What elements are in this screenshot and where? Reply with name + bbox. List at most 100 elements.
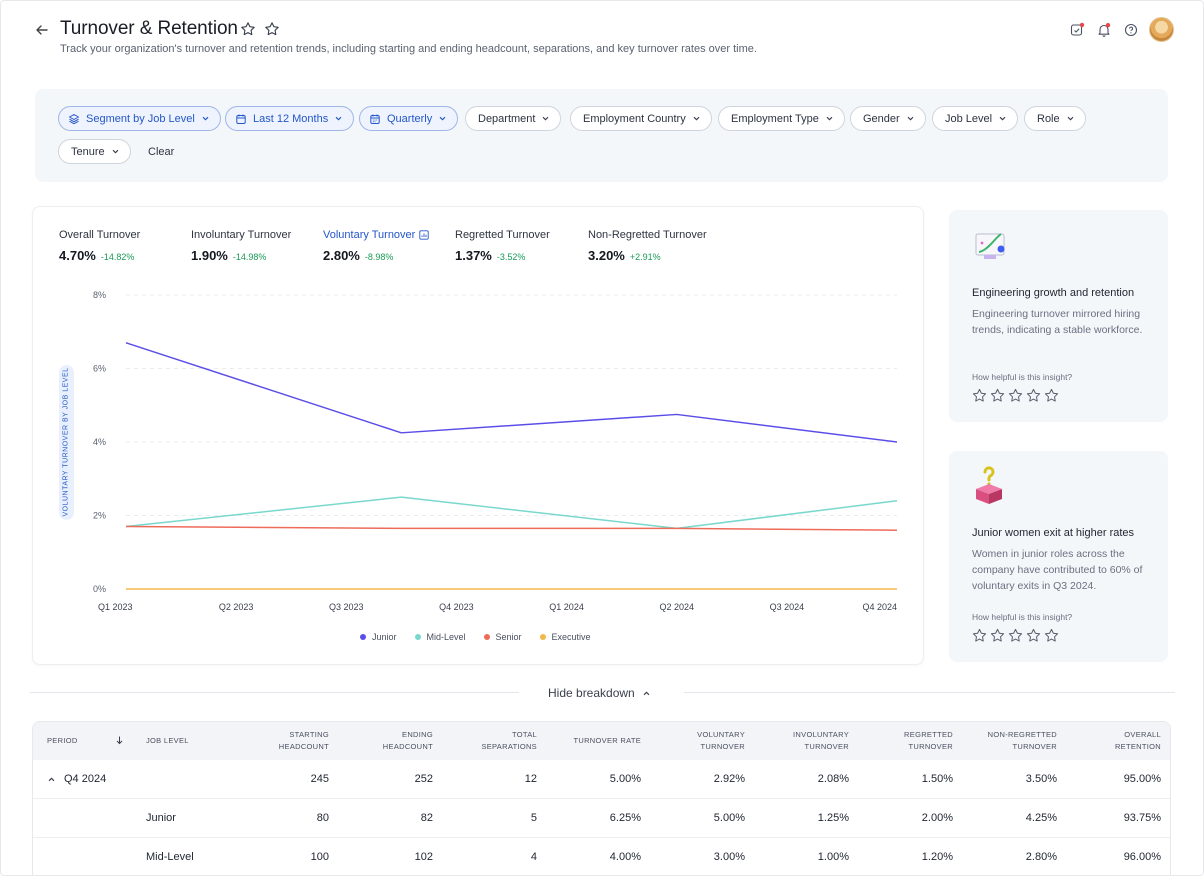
col-header-turnover-rate[interactable]: TURNOVER RATE — [573, 736, 641, 745]
metric-involuntary-turnover[interactable]: Involuntary Turnover 1.90% -14.98% — [191, 229, 291, 263]
metric-non-regretted-turnover[interactable]: Non-Regretted Turnover 3.20% +2.91% — [588, 229, 707, 263]
legend-item-mid-level[interactable]: Mid-Level — [414, 632, 466, 642]
cell-period: Q4 2024 — [64, 773, 107, 785]
metric-delta: -14.82% — [100, 252, 135, 262]
cell-non-regretted-turnover: 3.50% — [1025, 773, 1057, 785]
rating-star-icon[interactable] — [990, 628, 1005, 643]
date-range-label: Last 12 Months — [253, 112, 329, 125]
chevron-down-icon — [693, 116, 700, 121]
clear-filters-button[interactable]: Clear — [148, 146, 175, 158]
table-row-q4-2024[interactable]: Q4 2024 245 252 12 5.00% 2.92% 2.08% 1.5… — [33, 760, 1170, 799]
col-header-period[interactable]: PERIOD — [47, 736, 78, 745]
table-row-mid-level[interactable]: Mid-Level 100 102 4 4.00% 3.00% 1.00% 1.… — [33, 838, 1170, 876]
notification-bell-icon[interactable] — [1096, 22, 1112, 38]
breakdown-table: PERIOD JOB LEVEL STARTING HEADCOUNT ENDIN… — [32, 721, 1171, 876]
col-header-voluntary-turnover[interactable]: VOLUNTARY TURNOVER — [697, 729, 745, 753]
collapse-chevron-up-icon[interactable] — [47, 775, 56, 784]
back-arrow-icon[interactable] — [34, 22, 50, 38]
rating-star-icon[interactable] — [972, 628, 987, 643]
role-filter[interactable]: Role — [1024, 106, 1086, 131]
table-row-junior[interactable]: Junior 80 82 5 6.25% 5.00% 1.25% 2.00% 4… — [33, 799, 1170, 838]
bookmark-star-icon[interactable] — [264, 21, 280, 37]
rating-star-icon[interactable] — [1008, 628, 1023, 643]
layers-icon — [69, 113, 79, 124]
rating-star-icon[interactable] — [990, 388, 1005, 403]
metric-overall-turnover[interactable]: Overall Turnover 4.70% -14.82% — [59, 229, 140, 263]
rating-star-icon[interactable] — [1044, 628, 1059, 643]
cell-regretted-turnover: 2.00% — [921, 812, 953, 824]
department-label: Department — [478, 112, 536, 125]
col-header-regretted-turnover[interactable]: REGRETTED TURNOVER — [904, 729, 953, 753]
insight-text: Women in junior roles across the company… — [972, 548, 1143, 592]
help-icon[interactable] — [1123, 22, 1139, 38]
tenure-filter[interactable]: Tenure — [58, 139, 131, 164]
chevron-down-icon — [907, 116, 914, 121]
employment-country-filter[interactable]: Employment Country — [570, 106, 712, 131]
metric-label: Non-Regretted Turnover — [588, 229, 707, 241]
col-header-total-separations[interactable]: TOTAL SEPARATIONS — [481, 729, 537, 753]
metric-delta: +2.91% — [629, 252, 661, 262]
header-line: INVOLUNTARY — [793, 730, 849, 739]
metric-label: Voluntary Turnover — [323, 229, 416, 241]
tenure-label: Tenure — [71, 145, 105, 158]
rating-star-icon[interactable] — [1026, 388, 1041, 403]
col-header-ending-headcount[interactable]: ENDING HEADCOUNT — [383, 729, 433, 753]
cell-total-separations: 4 — [530, 851, 537, 863]
header-line: TURNOVER — [804, 742, 849, 751]
legend-item-senior[interactable]: Senior — [483, 632, 522, 642]
gift-box-question-illustration-icon — [976, 466, 1002, 504]
y-axis-label: VOLUNTARY TURNOVER BY JOB LEVEL — [62, 367, 70, 517]
gender-filter[interactable]: Gender — [850, 106, 926, 131]
cell-starting-headcount: 100 — [310, 851, 329, 863]
cell-voluntary-turnover: 2.92% — [713, 773, 745, 785]
hide-breakdown-toggle[interactable]: Hide breakdown — [548, 686, 651, 700]
chevron-down-icon — [543, 116, 549, 121]
metric-label: Involuntary Turnover — [191, 229, 292, 241]
header-line: REGRETTED — [904, 730, 953, 739]
header-line: ENDING — [402, 730, 433, 739]
header-line: NON-REGRETTED — [987, 730, 1057, 739]
cell-job-level: Junior — [146, 812, 176, 824]
metric-delta: -8.98% — [364, 252, 394, 262]
date-range-dropdown[interactable]: Last 12 Months — [225, 106, 355, 131]
table-header: PERIOD JOB LEVEL STARTING HEADCOUNT ENDIN… — [33, 722, 1170, 760]
favorite-star-icon[interactable] — [240, 21, 256, 37]
col-header-job-level[interactable]: JOB LEVEL — [146, 736, 189, 745]
user-avatar[interactable] — [1149, 17, 1174, 42]
growth-chart-illustration-icon — [975, 233, 1005, 259]
interval-dropdown[interactable]: Quarterly — [359, 106, 459, 131]
header-line: OVERALL — [1124, 730, 1161, 739]
rating-star-icon[interactable] — [972, 388, 987, 403]
rating-star-icon[interactable] — [1008, 388, 1023, 403]
header-line: TOTAL — [512, 730, 537, 739]
cell-starting-headcount: 245 — [310, 773, 329, 785]
col-header-non-regretted-turnover[interactable]: NON-REGRETTED TURNOVER — [988, 729, 1057, 753]
rating-star-icon[interactable] — [1044, 388, 1059, 403]
y-axis-label-pill — [59, 365, 74, 520]
legend-item-executive[interactable]: Executive — [539, 632, 591, 642]
cell-regretted-turnover: 1.50% — [921, 773, 953, 785]
legend-item-junior[interactable]: Junior — [360, 632, 397, 642]
employment-type-label: Employment Type — [731, 112, 819, 125]
col-header-involuntary-turnover[interactable]: INVOLUNTARY TURNOVER — [793, 729, 849, 753]
page-subtitle: Track your organization's turnover and r… — [60, 43, 757, 55]
sort-down-arrow-icon[interactable] — [115, 735, 124, 745]
legend-swatch — [539, 634, 546, 640]
segment-by-dropdown[interactable]: Segment by Job Level — [58, 106, 221, 131]
metric-voluntary-turnover[interactable]: Voluntary Turnover 2.80% -8.98% — [323, 229, 429, 263]
col-header-overall-retention[interactable]: OVERALL RETENTION — [1115, 729, 1161, 753]
divider — [30, 692, 519, 693]
col-header-starting-headcount[interactable]: STARTING HEADCOUNT — [279, 729, 329, 753]
tasks-icon[interactable] — [1069, 22, 1085, 38]
header-line: RETENTION — [1114, 742, 1161, 751]
cell-ending-headcount: 82 — [420, 812, 433, 824]
employment-country-label: Employment Country — [583, 112, 686, 125]
cell-turnover-rate: 4.00% — [609, 851, 641, 863]
metric-value: 3.20% — [588, 248, 625, 263]
metric-regretted-turnover[interactable]: Regretted Turnover 1.37% -3.52% — [455, 229, 550, 263]
job-level-filter[interactable]: Job Level — [932, 106, 1019, 131]
rating-star-icon[interactable] — [1026, 628, 1041, 643]
header-line: HEADCOUNT — [382, 742, 433, 751]
department-filter[interactable]: Department — [465, 106, 562, 131]
employment-type-filter[interactable]: Employment Type — [718, 106, 845, 131]
